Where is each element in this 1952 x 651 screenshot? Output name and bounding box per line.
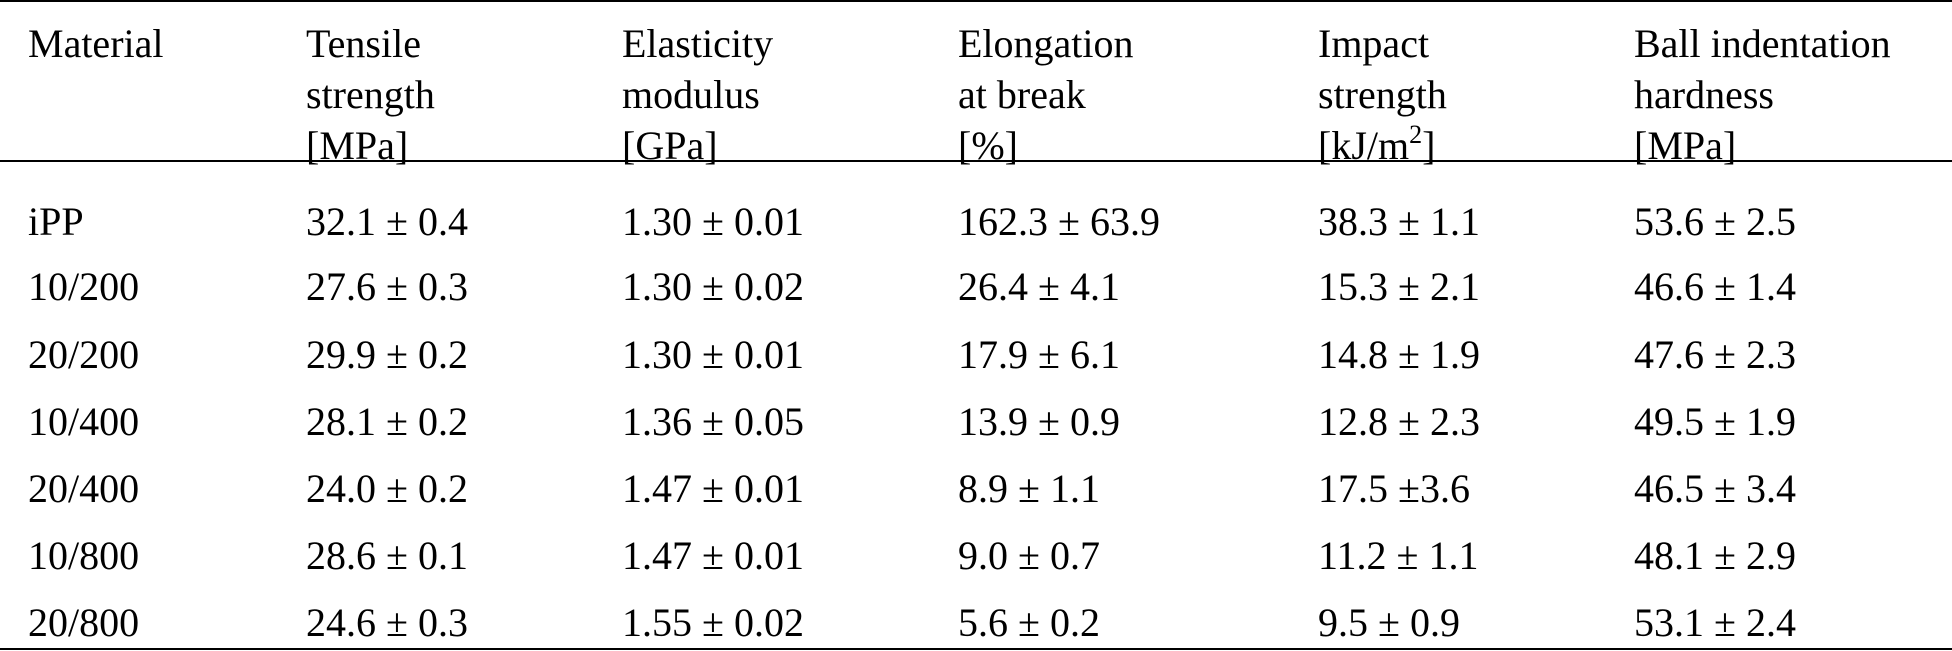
cell-elasticity-modulus: 1.36 ± 0.05 bbox=[622, 399, 804, 444]
cell-tensile-strength: 29.9 ± 0.2 bbox=[306, 332, 468, 377]
cell-material: 10/400 bbox=[28, 399, 140, 444]
header-line: Tensile bbox=[306, 21, 421, 66]
cell-impact-strength: 14.8 ± 1.9 bbox=[1318, 332, 1480, 377]
table-row: 10/200 27.6 ± 0.3 1.30 ± 0.02 26.4 ± 4.1… bbox=[0, 261, 1952, 312]
cell-elongation: 9.0 ± 0.7 bbox=[958, 533, 1100, 578]
unit-end: ] bbox=[1422, 123, 1436, 168]
cell-impact-strength: 12.8 ± 2.3 bbox=[1318, 399, 1480, 444]
cell-impact-strength: 11.2 ± 1.1 bbox=[1318, 533, 1479, 578]
unit-base: [kJ/m bbox=[1318, 123, 1410, 168]
cell-elongation: 26.4 ± 4.1 bbox=[958, 264, 1120, 309]
header-ball-indentation-hardness: Ball indentation hardness [MPa] bbox=[1634, 18, 1891, 171]
cell-tensile-strength: 32.1 ± 0.4 bbox=[306, 199, 468, 244]
cell-hardness: 49.5 ± 1.9 bbox=[1634, 399, 1796, 444]
table-top-rule bbox=[0, 0, 1952, 2]
cell-elasticity-modulus: 1.55 ± 0.02 bbox=[622, 600, 804, 645]
header-elasticity-modulus: Elasticity modulus [GPa] bbox=[622, 18, 773, 171]
cell-elongation: 13.9 ± 0.9 bbox=[958, 399, 1120, 444]
table-row: 20/200 29.9 ± 0.2 1.30 ± 0.01 17.9 ± 6.1… bbox=[0, 329, 1952, 380]
header-line: at break bbox=[958, 72, 1086, 117]
header-line: strength bbox=[1318, 72, 1447, 117]
cell-hardness: 53.1 ± 2.4 bbox=[1634, 600, 1796, 645]
cell-hardness: 48.1 ± 2.9 bbox=[1634, 533, 1796, 578]
cell-tensile-strength: 24.0 ± 0.2 bbox=[306, 466, 468, 511]
table-row: 10/800 28.6 ± 0.1 1.47 ± 0.01 9.0 ± 0.7 … bbox=[0, 530, 1952, 581]
cell-elasticity-modulus: 1.47 ± 0.01 bbox=[622, 533, 804, 578]
cell-material: 20/200 bbox=[28, 332, 140, 377]
header-line: hardness bbox=[1634, 72, 1774, 117]
header-unit: [GPa] bbox=[622, 123, 718, 168]
header-line: modulus bbox=[622, 72, 760, 117]
cell-material: 10/200 bbox=[28, 264, 140, 309]
header-line: Elongation bbox=[958, 21, 1134, 66]
cell-elongation: 8.9 ± 1.1 bbox=[958, 466, 1100, 511]
header-line: Ball indentation bbox=[1634, 21, 1891, 66]
cell-tensile-strength: 24.6 ± 0.3 bbox=[306, 600, 468, 645]
header-line: Elasticity bbox=[622, 21, 774, 66]
cell-elongation: 17.9 ± 6.1 bbox=[958, 332, 1120, 377]
header-unit: [MPa] bbox=[306, 123, 409, 168]
cell-elasticity-modulus: 1.30 ± 0.01 bbox=[622, 199, 804, 244]
table-row: 10/400 28.1 ± 0.2 1.36 ± 0.05 13.9 ± 0.9… bbox=[0, 396, 1952, 447]
header-unit: [kJ/m2] bbox=[1318, 120, 1447, 171]
table-row: 20/400 24.0 ± 0.2 1.47 ± 0.01 8.9 ± 1.1 … bbox=[0, 463, 1952, 514]
cell-elongation: 5.6 ± 0.2 bbox=[958, 600, 1100, 645]
cell-material: 20/400 bbox=[28, 466, 140, 511]
table-row: iPP 32.1 ± 0.4 1.30 ± 0.01 162.3 ± 63.9 … bbox=[0, 196, 1952, 247]
header-material: Material bbox=[28, 18, 164, 69]
header-unit: [%] bbox=[958, 123, 1018, 168]
cell-material: iPP bbox=[28, 199, 84, 244]
header-tensile-strength: Tensile strength [MPa] bbox=[306, 18, 435, 171]
cell-hardness: 46.6 ± 1.4 bbox=[1634, 264, 1796, 309]
table-row: 20/800 24.6 ± 0.3 1.55 ± 0.02 5.6 ± 0.2 … bbox=[0, 597, 1952, 648]
cell-impact-strength: 38.3 ± 1.1 bbox=[1318, 199, 1480, 244]
header-elongation-at-break: Elongation at break [%] bbox=[958, 18, 1134, 171]
cell-elongation: 162.3 ± 63.9 bbox=[958, 199, 1160, 244]
cell-elasticity-modulus: 1.47 ± 0.01 bbox=[622, 466, 804, 511]
header-line: strength bbox=[306, 72, 435, 117]
header-line: Material bbox=[28, 21, 164, 66]
unit-superscript: 2 bbox=[1409, 120, 1423, 149]
table-bottom-rule bbox=[0, 648, 1952, 650]
cell-elasticity-modulus: 1.30 ± 0.01 bbox=[622, 332, 804, 377]
header-impact-strength: Impact strength [kJ/m2] bbox=[1318, 18, 1447, 171]
cell-elasticity-modulus: 1.30 ± 0.02 bbox=[622, 264, 804, 309]
header-unit: [MPa] bbox=[1634, 123, 1737, 168]
cell-impact-strength: 17.5 ±3.6 bbox=[1318, 466, 1470, 511]
cell-hardness: 53.6 ± 2.5 bbox=[1634, 199, 1796, 244]
cell-tensile-strength: 27.6 ± 0.3 bbox=[306, 264, 468, 309]
cell-tensile-strength: 28.6 ± 0.1 bbox=[306, 533, 468, 578]
cell-material: 20/800 bbox=[28, 600, 140, 645]
cell-hardness: 46.5 ± 3.4 bbox=[1634, 466, 1796, 511]
cell-hardness: 47.6 ± 2.3 bbox=[1634, 332, 1796, 377]
cell-impact-strength: 9.5 ± 0.9 bbox=[1318, 600, 1460, 645]
header-line: Impact bbox=[1318, 21, 1430, 66]
cell-material: 10/800 bbox=[28, 533, 140, 578]
table-header-rule bbox=[0, 160, 1952, 162]
cell-tensile-strength: 28.1 ± 0.2 bbox=[306, 399, 468, 444]
cell-impact-strength: 15.3 ± 2.1 bbox=[1318, 264, 1480, 309]
